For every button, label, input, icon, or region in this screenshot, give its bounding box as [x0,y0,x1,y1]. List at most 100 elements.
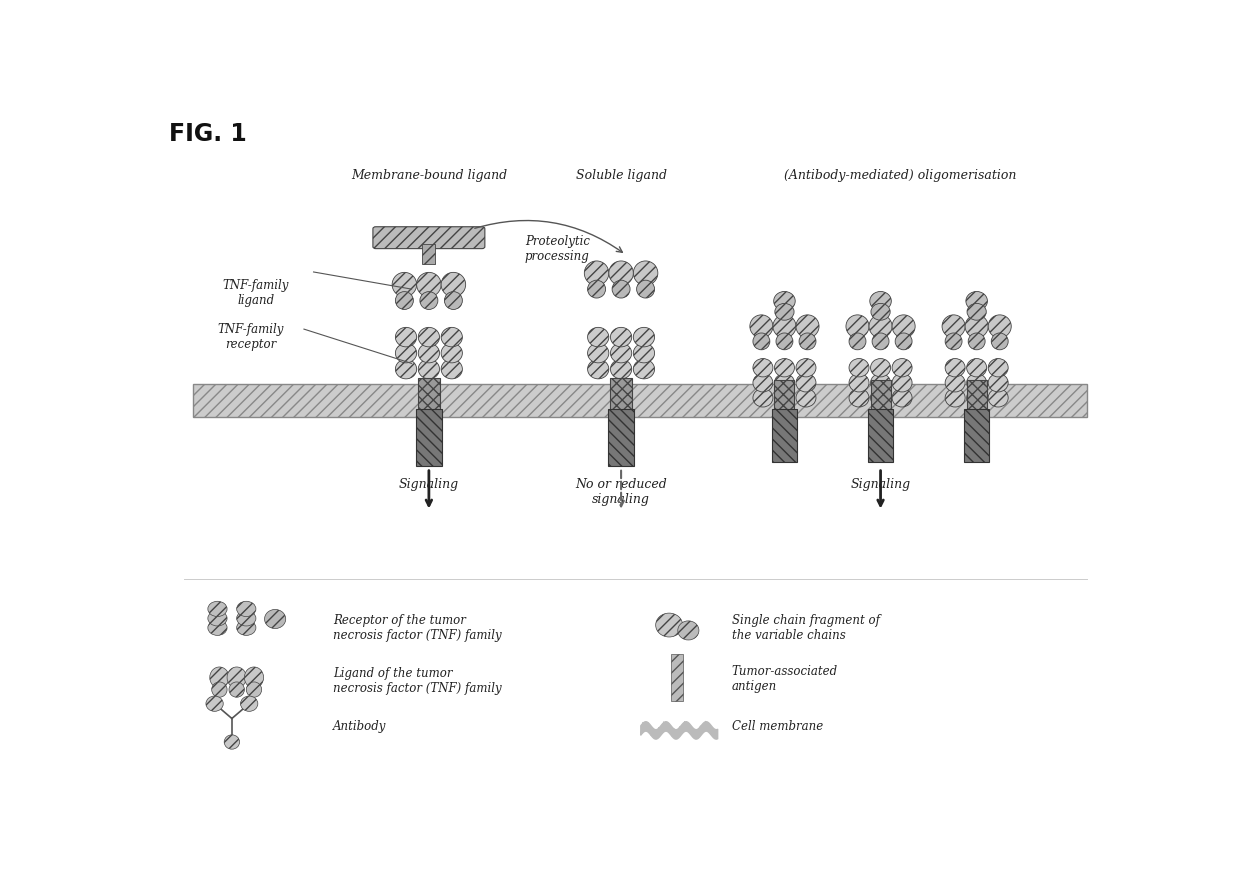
Text: Antibody: Antibody [332,720,386,733]
Ellipse shape [849,388,869,407]
Ellipse shape [967,388,987,407]
Ellipse shape [849,374,869,392]
Ellipse shape [892,315,915,338]
Ellipse shape [588,280,605,298]
Ellipse shape [869,315,892,338]
Ellipse shape [846,315,869,338]
Ellipse shape [892,359,913,377]
Ellipse shape [753,333,770,350]
Ellipse shape [212,682,227,698]
Ellipse shape [588,327,609,347]
Text: Receptor of the tumor
necrosis factor (TNF) family: Receptor of the tumor necrosis factor (T… [332,614,501,642]
Ellipse shape [417,272,441,297]
Bar [775,380,795,422]
Ellipse shape [634,261,658,285]
Text: Soluble ligand: Soluble ligand [575,168,667,182]
Ellipse shape [870,304,890,320]
Ellipse shape [206,696,223,711]
Ellipse shape [634,343,655,363]
Ellipse shape [227,667,247,688]
Ellipse shape [753,374,773,392]
Ellipse shape [799,333,816,350]
Ellipse shape [210,667,229,688]
Ellipse shape [247,682,262,698]
Ellipse shape [872,333,889,350]
Ellipse shape [584,261,609,285]
Ellipse shape [237,620,255,636]
Text: Signaling: Signaling [399,478,459,491]
Bar [870,380,890,422]
Ellipse shape [945,359,965,377]
Ellipse shape [208,601,227,616]
Ellipse shape [418,327,439,347]
Ellipse shape [869,292,892,311]
Ellipse shape [224,735,239,749]
Ellipse shape [634,327,655,347]
Ellipse shape [396,292,413,309]
Bar [967,380,987,422]
Ellipse shape [774,292,795,311]
Ellipse shape [988,315,1012,338]
Ellipse shape [945,333,962,350]
Ellipse shape [656,613,682,637]
Ellipse shape [444,292,463,309]
Ellipse shape [264,609,285,629]
Ellipse shape [420,292,438,309]
Ellipse shape [796,388,816,407]
Bar [608,409,634,466]
Ellipse shape [849,359,869,377]
Ellipse shape [775,359,795,377]
Ellipse shape [610,343,631,363]
Text: Signaling: Signaling [851,478,910,491]
Ellipse shape [237,601,255,616]
Ellipse shape [613,280,630,298]
Text: FIG. 1: FIG. 1 [170,121,247,146]
Ellipse shape [967,304,986,320]
Ellipse shape [942,315,965,338]
Ellipse shape [892,374,913,392]
Ellipse shape [208,620,227,636]
Ellipse shape [870,374,890,392]
Ellipse shape [750,315,773,338]
Ellipse shape [966,292,987,311]
FancyBboxPatch shape [373,227,485,249]
Ellipse shape [988,359,1008,377]
Ellipse shape [775,374,795,392]
Ellipse shape [968,333,985,350]
Ellipse shape [753,388,773,407]
Ellipse shape [849,333,866,350]
Ellipse shape [678,621,699,640]
Ellipse shape [241,696,258,711]
Ellipse shape [396,360,417,379]
Ellipse shape [588,343,609,363]
Ellipse shape [796,374,816,392]
Text: TNF-family
ligand: TNF-family ligand [223,279,289,307]
Text: Ligand of the tumor
necrosis factor (TNF) family: Ligand of the tumor necrosis factor (TNF… [332,667,501,695]
Ellipse shape [396,327,417,347]
Ellipse shape [775,304,794,320]
Text: (Antibody-mediated) oligomerisation: (Antibody-mediated) oligomerisation [784,168,1016,182]
Ellipse shape [870,388,890,407]
Ellipse shape [895,333,913,350]
Ellipse shape [988,388,1008,407]
Ellipse shape [610,327,631,347]
Text: Membrane-bound ligand: Membrane-bound ligand [351,168,507,182]
Bar [965,409,990,462]
Bar [773,409,797,462]
Ellipse shape [208,611,227,626]
Text: TNF-family
receptor: TNF-family receptor [218,323,284,351]
Text: No or reduced
signaling: No or reduced signaling [575,478,667,505]
Bar [415,409,441,466]
Ellipse shape [991,333,1008,350]
Text: Tumor-associated
antigen: Tumor-associated antigen [732,665,838,693]
Ellipse shape [441,360,463,379]
Ellipse shape [441,272,466,297]
Ellipse shape [796,359,816,377]
Ellipse shape [244,667,264,688]
Ellipse shape [636,280,655,298]
Ellipse shape [776,333,792,350]
Ellipse shape [945,374,965,392]
Ellipse shape [392,272,417,297]
Ellipse shape [967,359,987,377]
Ellipse shape [237,611,255,626]
